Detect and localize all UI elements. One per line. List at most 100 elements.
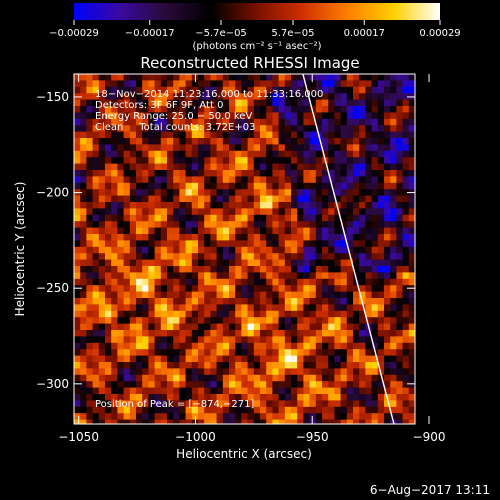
heatmap-cell — [291, 195, 298, 203]
heatmap-cell — [136, 394, 143, 401]
heatmap-cell — [346, 362, 354, 369]
heatmap-cell — [322, 349, 329, 356]
heatmap-cell — [390, 259, 397, 267]
heatmap-cell — [98, 323, 106, 331]
heatmap-cell — [142, 336, 149, 344]
heatmap-cell — [278, 336, 286, 344]
heatmap-cell — [340, 349, 348, 356]
heatmap-cell — [235, 86, 242, 94]
heatmap-cell — [198, 99, 205, 107]
heatmap-cell — [173, 253, 180, 260]
heatmap-cell — [179, 195, 186, 203]
heatmap-cell — [297, 362, 304, 369]
heatmap-cell — [86, 74, 93, 81]
heatmap-cell — [408, 246, 415, 254]
heatmap-cell — [80, 144, 87, 152]
heatmap-cell — [74, 317, 81, 324]
heatmap-cell — [179, 374, 186, 382]
heatmap-cell — [278, 419, 286, 424]
heatmap-cell — [148, 125, 155, 132]
heatmap-cell — [179, 170, 186, 177]
heatmap-cell — [86, 157, 93, 164]
heatmap-cell — [359, 419, 366, 424]
heatmap-cell — [185, 362, 193, 369]
heatmap-cell — [408, 400, 415, 408]
heatmap-cell — [129, 182, 137, 190]
heatmap-cell — [191, 253, 199, 260]
heatmap-cell — [322, 202, 329, 209]
heatmap-cell — [105, 125, 112, 132]
heatmap-cell — [402, 406, 410, 414]
heatmap-cell — [390, 317, 397, 324]
heatmap-cell — [111, 413, 118, 420]
heatmap-cell — [185, 355, 193, 363]
heatmap-cell — [371, 182, 379, 190]
heatmap-cell — [235, 323, 242, 331]
heatmap-cell — [266, 208, 273, 216]
heatmap-cell — [154, 170, 162, 177]
heatmap-cell — [390, 74, 397, 81]
heatmap-cell — [303, 266, 310, 273]
heatmap-cell — [346, 259, 354, 267]
heatmap-cell — [384, 227, 391, 235]
heatmap-cell — [272, 387, 279, 395]
heatmap-cell — [185, 74, 193, 81]
heatmap-cell — [167, 240, 174, 248]
heatmap-cell — [136, 138, 143, 145]
heatmap-cell — [297, 259, 304, 267]
heatmap-cell — [117, 125, 124, 132]
heatmap-cell — [179, 182, 186, 190]
heatmap-cell — [198, 298, 205, 305]
heatmap-cell — [229, 118, 236, 126]
heatmap-cell — [297, 406, 304, 414]
heatmap-cell — [303, 80, 310, 88]
heatmap-cell — [365, 381, 372, 388]
heatmap-cell — [384, 413, 391, 420]
heatmap-cell — [266, 394, 273, 401]
heatmap-cell — [111, 112, 118, 120]
heatmap-cell — [117, 259, 124, 267]
heatmap-cell — [105, 253, 112, 260]
heatmap-cell — [309, 182, 317, 190]
heatmap-cell — [142, 106, 149, 113]
heatmap-cell — [266, 330, 273, 337]
heatmap-cell — [154, 131, 162, 139]
heatmap-cell — [371, 163, 379, 171]
heatmap-cell — [402, 266, 410, 273]
heatmap-cell — [260, 227, 267, 235]
heatmap-cell — [198, 336, 205, 344]
heatmap-cell — [266, 278, 273, 286]
heatmap-cell — [80, 182, 87, 190]
heatmap-cell — [136, 246, 143, 254]
heatmap-cell — [117, 150, 124, 158]
heatmap-cell — [117, 131, 124, 139]
heatmap-cell — [253, 150, 261, 158]
heatmap-cell — [123, 381, 131, 388]
heatmap-cell — [371, 362, 379, 369]
heatmap-cell — [291, 221, 298, 228]
heatmap-cell — [80, 368, 87, 376]
heatmap-cell — [322, 259, 329, 267]
heatmap-cell — [229, 349, 236, 356]
heatmap-cell — [173, 368, 180, 376]
heatmap-cell — [247, 310, 255, 318]
heatmap-cell — [315, 106, 323, 113]
heatmap-cell — [154, 214, 162, 222]
heatmap-cell — [204, 387, 211, 395]
heatmap-cell — [334, 400, 341, 408]
heatmap-cell — [160, 253, 168, 260]
heatmap-cell — [123, 131, 131, 139]
heatmap-cell — [148, 406, 155, 414]
heatmap-cell — [167, 304, 174, 312]
heatmap-cell — [173, 74, 180, 81]
heatmap-cell — [266, 118, 273, 126]
heatmap-cell — [377, 259, 385, 267]
heatmap-cell — [284, 317, 292, 324]
heatmap-cell — [247, 150, 255, 158]
heatmap-cell — [359, 355, 366, 363]
heatmap-cell — [216, 323, 224, 331]
heatmap-cell — [278, 323, 286, 331]
heatmap-cell — [154, 176, 162, 184]
heatmap-cell — [340, 323, 348, 331]
heatmap-cell — [154, 291, 162, 299]
